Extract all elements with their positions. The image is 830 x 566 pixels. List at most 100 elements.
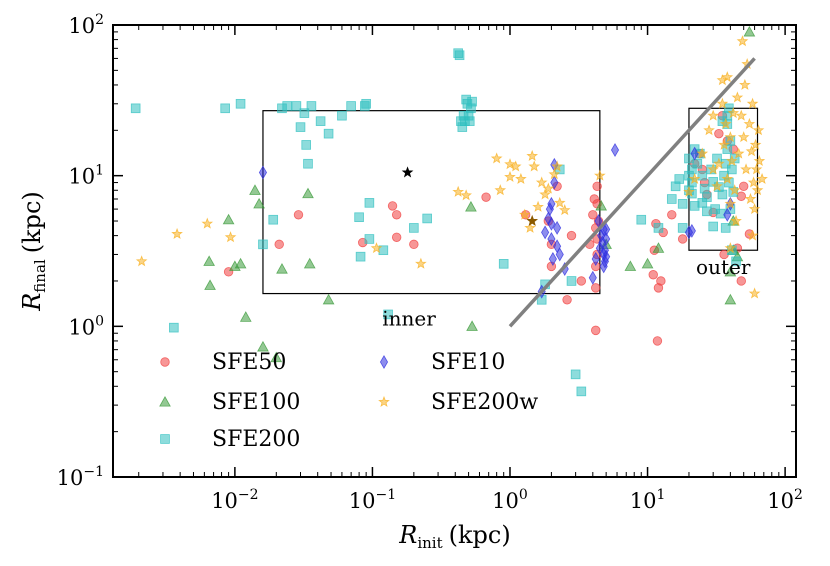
- sfe10-point: [555, 247, 564, 262]
- sfe10-point: [591, 251, 600, 266]
- legend-label-sfe50: SFE50: [212, 350, 286, 375]
- sfe50-point: [736, 276, 746, 286]
- sfe200w-point: [370, 242, 383, 254]
- sfe10-point: [547, 196, 556, 211]
- sfe200-point: [295, 122, 306, 132]
- sfe100-point: [253, 197, 265, 209]
- sfe50-point: [591, 283, 601, 293]
- tick-labels: 10−2 10−1 100 101 102 10−1 100 101 102: [57, 12, 803, 513]
- sfe200-point: [303, 158, 313, 169]
- sfe10-point: [610, 143, 620, 158]
- sfe200-point: [692, 158, 703, 169]
- sfe200w-point: [526, 149, 539, 161]
- sfe100-point: [270, 351, 283, 363]
- sfe200-point: [346, 101, 356, 111]
- sfe100-point: [322, 293, 335, 305]
- x-tick-label: 100: [492, 487, 528, 513]
- sfe200w-point: [558, 204, 571, 216]
- y-tick-label: 101: [68, 163, 104, 189]
- sfe200w-point: [739, 78, 751, 90]
- sfe200-point: [220, 103, 230, 114]
- sfe200w-point: [518, 208, 531, 220]
- sfe200w-point: [532, 200, 544, 212]
- sfe200-point: [354, 212, 364, 223]
- middle-center-star: [526, 214, 539, 226]
- sfe200-point: [702, 192, 712, 202]
- sfe100-point: [222, 213, 235, 225]
- plot-area: [113, 25, 796, 477]
- sfe200w-point: [551, 160, 563, 172]
- sfe200w-point: [744, 192, 757, 204]
- sfe200-point: [454, 50, 465, 61]
- sfe200-point: [315, 116, 326, 126]
- sfe100-point: [239, 311, 252, 322]
- sfe50-point: [293, 210, 304, 220]
- sfe200w-point: [748, 287, 761, 299]
- sfe200w-point: [751, 184, 764, 196]
- sfe200w-point: [718, 138, 730, 150]
- sfe200w-point: [504, 158, 516, 170]
- sfe200w-point: [707, 109, 720, 121]
- sfe200w-point: [746, 229, 759, 241]
- sfe200w-point: [224, 231, 237, 243]
- sfe200-point: [702, 206, 712, 217]
- sfe50-point: [562, 295, 572, 305]
- sfe200-point: [299, 108, 310, 118]
- sfe200w-point: [750, 163, 763, 175]
- sfe100-point: [204, 279, 216, 290]
- sfe10-point: [541, 225, 550, 240]
- sfe200-point: [684, 153, 694, 164]
- sfe200-point: [677, 199, 688, 209]
- sfe200w-point: [730, 214, 742, 226]
- sfe200w-point: [548, 168, 561, 180]
- sfe200-point: [422, 213, 432, 224]
- sfe200w-point: [731, 91, 744, 103]
- sfe10-point: [548, 251, 557, 266]
- sfe200-point: [323, 128, 334, 139]
- y-axis-label: Rfinal(kpc): [18, 191, 49, 312]
- x-tick-label: 102: [767, 487, 803, 513]
- sfe200-point: [467, 96, 477, 107]
- sfe200w-point: [524, 221, 536, 233]
- diagonal-line-group: [508, 57, 756, 328]
- sfe200w-point: [721, 172, 734, 184]
- sfe200w-point: [509, 160, 522, 172]
- sfe10-point: [547, 216, 556, 231]
- sfe200w-point: [703, 124, 715, 136]
- sfe50-point: [391, 210, 402, 220]
- sfe50-point: [652, 336, 663, 346]
- sfe200-point: [355, 251, 366, 262]
- sfe200-point: [306, 101, 317, 111]
- sfe200-point: [570, 369, 581, 380]
- sfe200w-point: [728, 184, 741, 196]
- sfe200w-point: [740, 163, 752, 175]
- sfe200w-point: [737, 131, 750, 143]
- sfe50-point: [566, 230, 577, 241]
- sfe200w-point: [727, 106, 740, 119]
- sfe200-point: [653, 223, 664, 233]
- sfe200w-point: [711, 180, 723, 192]
- sfe10-point: [258, 165, 268, 180]
- sfe200-point: [169, 322, 179, 333]
- y-tick-label: 102: [68, 12, 104, 38]
- sfe200w-point: [539, 188, 551, 200]
- sfe200-point: [666, 194, 677, 204]
- sfe10-point: [553, 220, 562, 235]
- sfe100-point: [249, 184, 261, 195]
- sfe50-point: [648, 270, 658, 280]
- sfe200-point: [464, 116, 475, 126]
- sfe100-point: [652, 242, 665, 253]
- sfe50-point: [387, 201, 398, 211]
- sfe200-point: [383, 309, 393, 320]
- sfe200w-point: [553, 196, 566, 208]
- sfe200-point: [337, 110, 347, 121]
- sfe50-point: [274, 239, 284, 250]
- sfe200w-point: [707, 163, 720, 175]
- legend-label-sfe200w: SFE200w: [431, 390, 538, 415]
- sfe200-point: [258, 239, 268, 250]
- sfe100-point: [724, 265, 737, 277]
- sfe200w-point: [746, 97, 759, 109]
- sfe200-point: [361, 98, 371, 109]
- sfe200w-point: [135, 255, 148, 267]
